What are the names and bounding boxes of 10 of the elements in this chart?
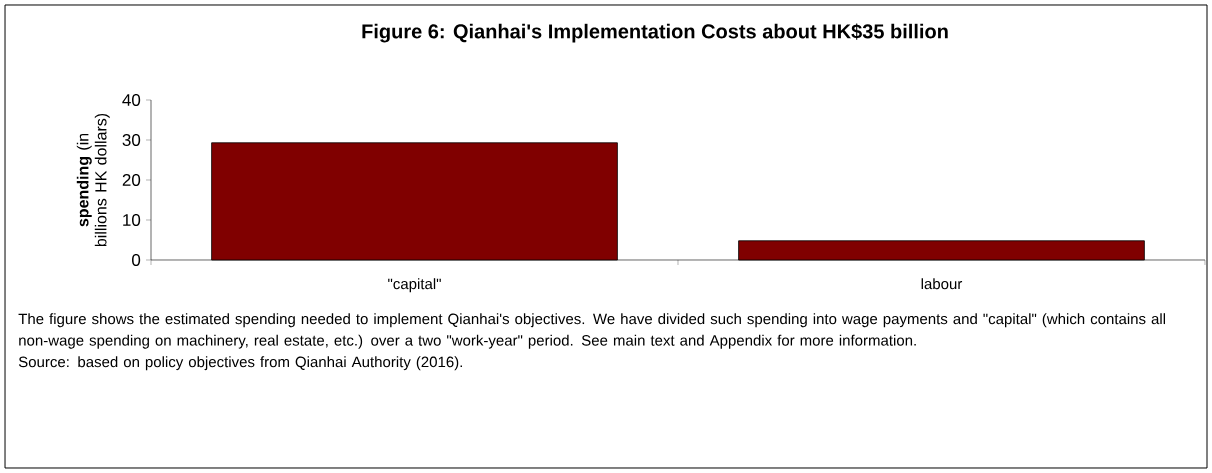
y-tick-label: 0 xyxy=(132,253,141,267)
y-tick-label: 40 xyxy=(122,93,141,107)
y-tick-label: 30 xyxy=(122,133,141,147)
x-tick-label: labour xyxy=(921,278,963,290)
x-tick-label: "capital" xyxy=(388,278,441,293)
y-tick-label: 10 xyxy=(123,213,141,227)
text: The figure shows the estimated spending needed to implement Qianhai's objectives. We have divided such spending into wage payments and "capital" (which contains all non-wage spending on machinery, real estate, etc.) over a two "work-year" period. See main text and Appendix for more information. xyxy=(18,313,1166,349)
chart-title: Figure 6: Qianhai's Implementation Costs about HK$35 billion xyxy=(362,23,948,43)
source-note: Source: based on policy objectives from Qianhai Authority (2016). xyxy=(18,356,462,371)
y-tick-label: 20 xyxy=(122,173,141,187)
